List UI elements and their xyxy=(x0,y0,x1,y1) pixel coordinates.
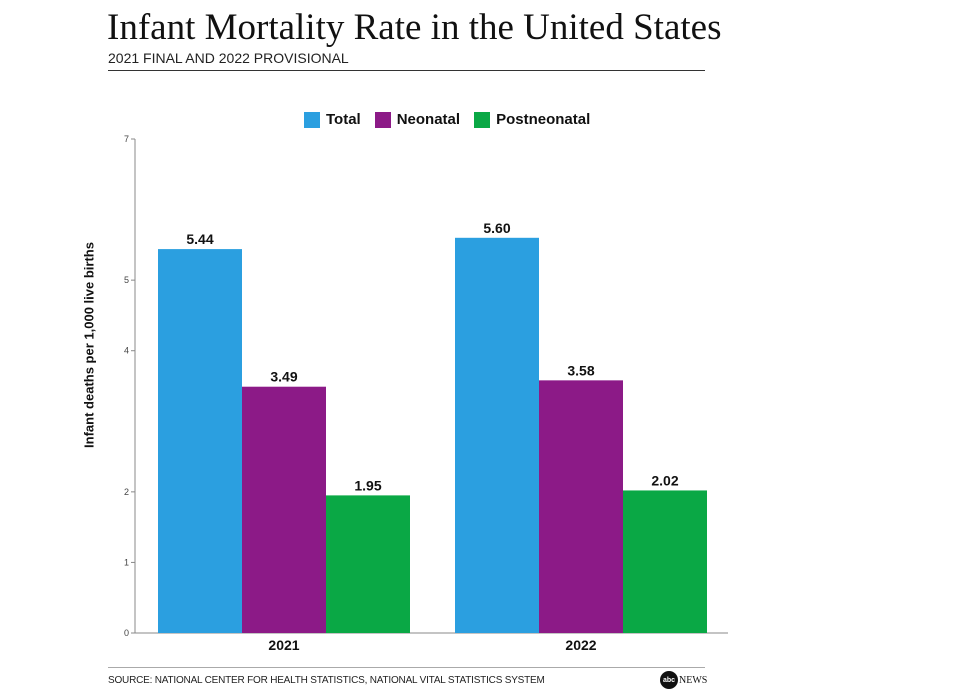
bar-postneonatal-2022 xyxy=(623,490,707,633)
data-label-postneonatal-2021: 1.95 xyxy=(354,477,381,493)
y-tick-label: 0 xyxy=(124,628,129,638)
bar-neonatal-2022 xyxy=(539,380,623,633)
data-label-postneonatal-2022: 2.02 xyxy=(651,472,678,488)
legend-label-neonatal: Neonatal xyxy=(396,111,461,128)
bar-neonatal-2021 xyxy=(242,386,326,633)
legend-label-postneonatal: Postneonatal xyxy=(496,111,591,128)
legend-item-neonatal: Neonatal xyxy=(374,111,461,128)
x-tick-label-2022: 2022 xyxy=(565,637,596,653)
data-label-total-2021: 5.44 xyxy=(186,231,213,247)
y-tick-label: 5 xyxy=(124,275,129,285)
header-divider xyxy=(108,70,705,71)
x-tick-label-2021: 2021 xyxy=(268,637,299,653)
y-tick-label: 1 xyxy=(124,557,129,567)
bar-total-2021 xyxy=(158,249,242,633)
chart-title: Infant Mortality Rate in the United Stat… xyxy=(107,7,722,48)
bar-postneonatal-2021 xyxy=(326,495,410,633)
abc-logo-icon: abc xyxy=(660,671,678,689)
y-tick-label: 7 xyxy=(124,134,129,144)
y-tick-label: 4 xyxy=(124,346,129,356)
bar-total-2022 xyxy=(455,237,539,634)
data-label-total-2022: 5.60 xyxy=(483,220,510,236)
data-label-neonatal-2022: 3.58 xyxy=(567,362,594,378)
chart-subtitle: 2021 FINAL AND 2022 PROVISIONAL xyxy=(108,50,349,66)
legend-swatch-neonatal xyxy=(374,111,391,128)
legend-swatch-postneonatal xyxy=(474,111,491,128)
news-logo-text: NEWS xyxy=(679,674,708,686)
legend-swatch-total xyxy=(304,111,320,128)
abc-news-logo: abc NEWS xyxy=(660,671,707,689)
source-note: SOURCE: NATIONAL CENTER FOR HEALTH STATI… xyxy=(108,675,545,686)
legend-item-total: Total xyxy=(304,111,361,128)
legend: Total Neonatal Postneonatal xyxy=(304,111,604,128)
legend-item-postneonatal: Postneonatal xyxy=(474,111,590,128)
y-tick-label: 2 xyxy=(124,487,129,497)
legend-label-total: Total xyxy=(326,111,361,128)
data-label-neonatal-2021: 3.49 xyxy=(270,369,297,385)
footer-divider xyxy=(108,667,705,668)
